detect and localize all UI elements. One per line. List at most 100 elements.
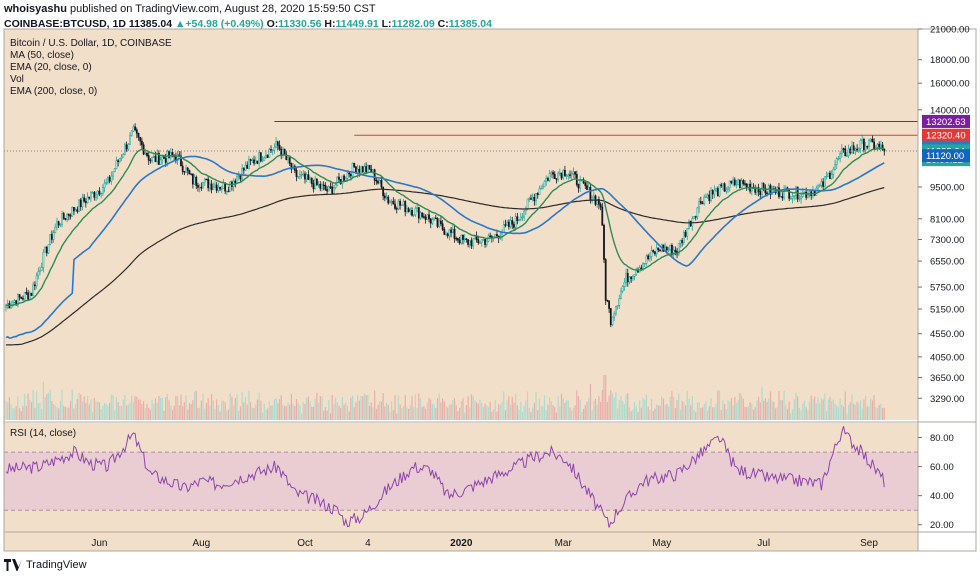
candle[interactable] xyxy=(217,186,220,191)
candle[interactable] xyxy=(258,152,261,164)
candle[interactable] xyxy=(502,224,505,233)
candle[interactable] xyxy=(565,175,568,177)
candle[interactable] xyxy=(484,239,486,245)
candle[interactable] xyxy=(265,154,267,158)
candle[interactable] xyxy=(611,316,614,326)
candle[interactable] xyxy=(609,308,612,326)
candle[interactable] xyxy=(130,130,133,136)
candle[interactable] xyxy=(830,174,833,179)
candle[interactable] xyxy=(426,214,429,220)
candle[interactable] xyxy=(854,148,857,151)
candle[interactable] xyxy=(868,140,870,147)
candle[interactable] xyxy=(387,196,390,204)
candle[interactable] xyxy=(823,176,826,187)
candle[interactable] xyxy=(806,194,809,198)
candle[interactable] xyxy=(541,186,544,189)
candle[interactable] xyxy=(864,145,867,151)
candle[interactable] xyxy=(171,152,174,156)
candle[interactable] xyxy=(112,171,114,177)
candle[interactable] xyxy=(637,270,639,273)
candle[interactable] xyxy=(788,190,791,199)
candle[interactable] xyxy=(146,152,148,156)
candle[interactable] xyxy=(363,166,366,173)
candle[interactable] xyxy=(346,172,349,179)
candle[interactable] xyxy=(317,184,320,186)
candle[interactable] xyxy=(438,220,441,227)
candle[interactable] xyxy=(227,190,230,193)
candle[interactable] xyxy=(582,179,585,184)
candle[interactable] xyxy=(455,238,458,240)
candle[interactable] xyxy=(305,174,308,180)
candle[interactable] xyxy=(327,186,330,192)
candle[interactable] xyxy=(315,178,318,185)
candle[interactable] xyxy=(552,172,554,175)
candle[interactable] xyxy=(873,141,876,150)
candle[interactable] xyxy=(800,196,802,200)
candle[interactable] xyxy=(95,194,97,198)
candle[interactable] xyxy=(287,157,289,160)
candle[interactable] xyxy=(793,194,796,197)
candle[interactable] xyxy=(744,183,746,185)
candle[interactable] xyxy=(533,197,536,202)
candle[interactable] xyxy=(338,176,340,180)
candle[interactable] xyxy=(132,126,135,132)
candle[interactable] xyxy=(701,202,704,205)
candle[interactable] xyxy=(290,163,293,170)
candle[interactable] xyxy=(52,232,55,240)
candle[interactable] xyxy=(220,188,223,190)
candle[interactable] xyxy=(424,216,427,220)
candle[interactable] xyxy=(863,139,865,151)
candle[interactable] xyxy=(555,178,558,180)
candle[interactable] xyxy=(37,271,40,277)
candle[interactable] xyxy=(472,238,475,247)
candle[interactable] xyxy=(688,220,690,229)
candle[interactable] xyxy=(377,180,379,184)
candle[interactable] xyxy=(766,192,768,195)
candle[interactable] xyxy=(847,148,850,156)
candle[interactable] xyxy=(417,207,420,219)
candle[interactable] xyxy=(210,183,213,190)
candle[interactable] xyxy=(706,194,709,198)
candle[interactable] xyxy=(876,143,879,148)
candle[interactable] xyxy=(125,144,128,150)
candle[interactable] xyxy=(679,240,682,244)
candle[interactable] xyxy=(45,247,48,254)
candle[interactable] xyxy=(28,292,31,300)
candle[interactable] xyxy=(574,171,577,175)
candle[interactable] xyxy=(535,193,537,202)
candle[interactable] xyxy=(32,284,35,296)
candle[interactable] xyxy=(161,156,164,161)
candle[interactable] xyxy=(378,179,381,184)
candle[interactable] xyxy=(319,184,322,189)
candle[interactable] xyxy=(591,197,593,200)
candle[interactable] xyxy=(110,175,113,182)
candle[interactable] xyxy=(44,247,46,253)
candle[interactable] xyxy=(603,225,605,260)
candle[interactable] xyxy=(185,167,187,173)
candle[interactable] xyxy=(159,159,162,165)
candle[interactable] xyxy=(851,145,853,153)
candle[interactable] xyxy=(621,286,624,292)
candle[interactable] xyxy=(166,151,169,163)
candle[interactable] xyxy=(504,224,507,226)
candle[interactable] xyxy=(548,173,551,181)
candle[interactable] xyxy=(652,250,655,252)
candle[interactable] xyxy=(659,249,661,252)
candle[interactable] xyxy=(460,234,463,244)
candle[interactable] xyxy=(344,178,347,181)
candle[interactable] xyxy=(100,193,103,195)
candle[interactable] xyxy=(696,207,699,217)
candle[interactable] xyxy=(25,292,28,294)
candle[interactable] xyxy=(543,180,546,188)
candle[interactable] xyxy=(365,166,368,173)
candle[interactable] xyxy=(518,219,520,221)
candle[interactable] xyxy=(395,208,398,210)
candle[interactable] xyxy=(16,294,19,306)
candle[interactable] xyxy=(254,160,257,164)
candle[interactable] xyxy=(789,198,792,200)
candle[interactable] xyxy=(820,181,823,186)
candle[interactable] xyxy=(249,159,252,161)
candle[interactable] xyxy=(730,180,733,184)
candle[interactable] xyxy=(859,140,862,149)
